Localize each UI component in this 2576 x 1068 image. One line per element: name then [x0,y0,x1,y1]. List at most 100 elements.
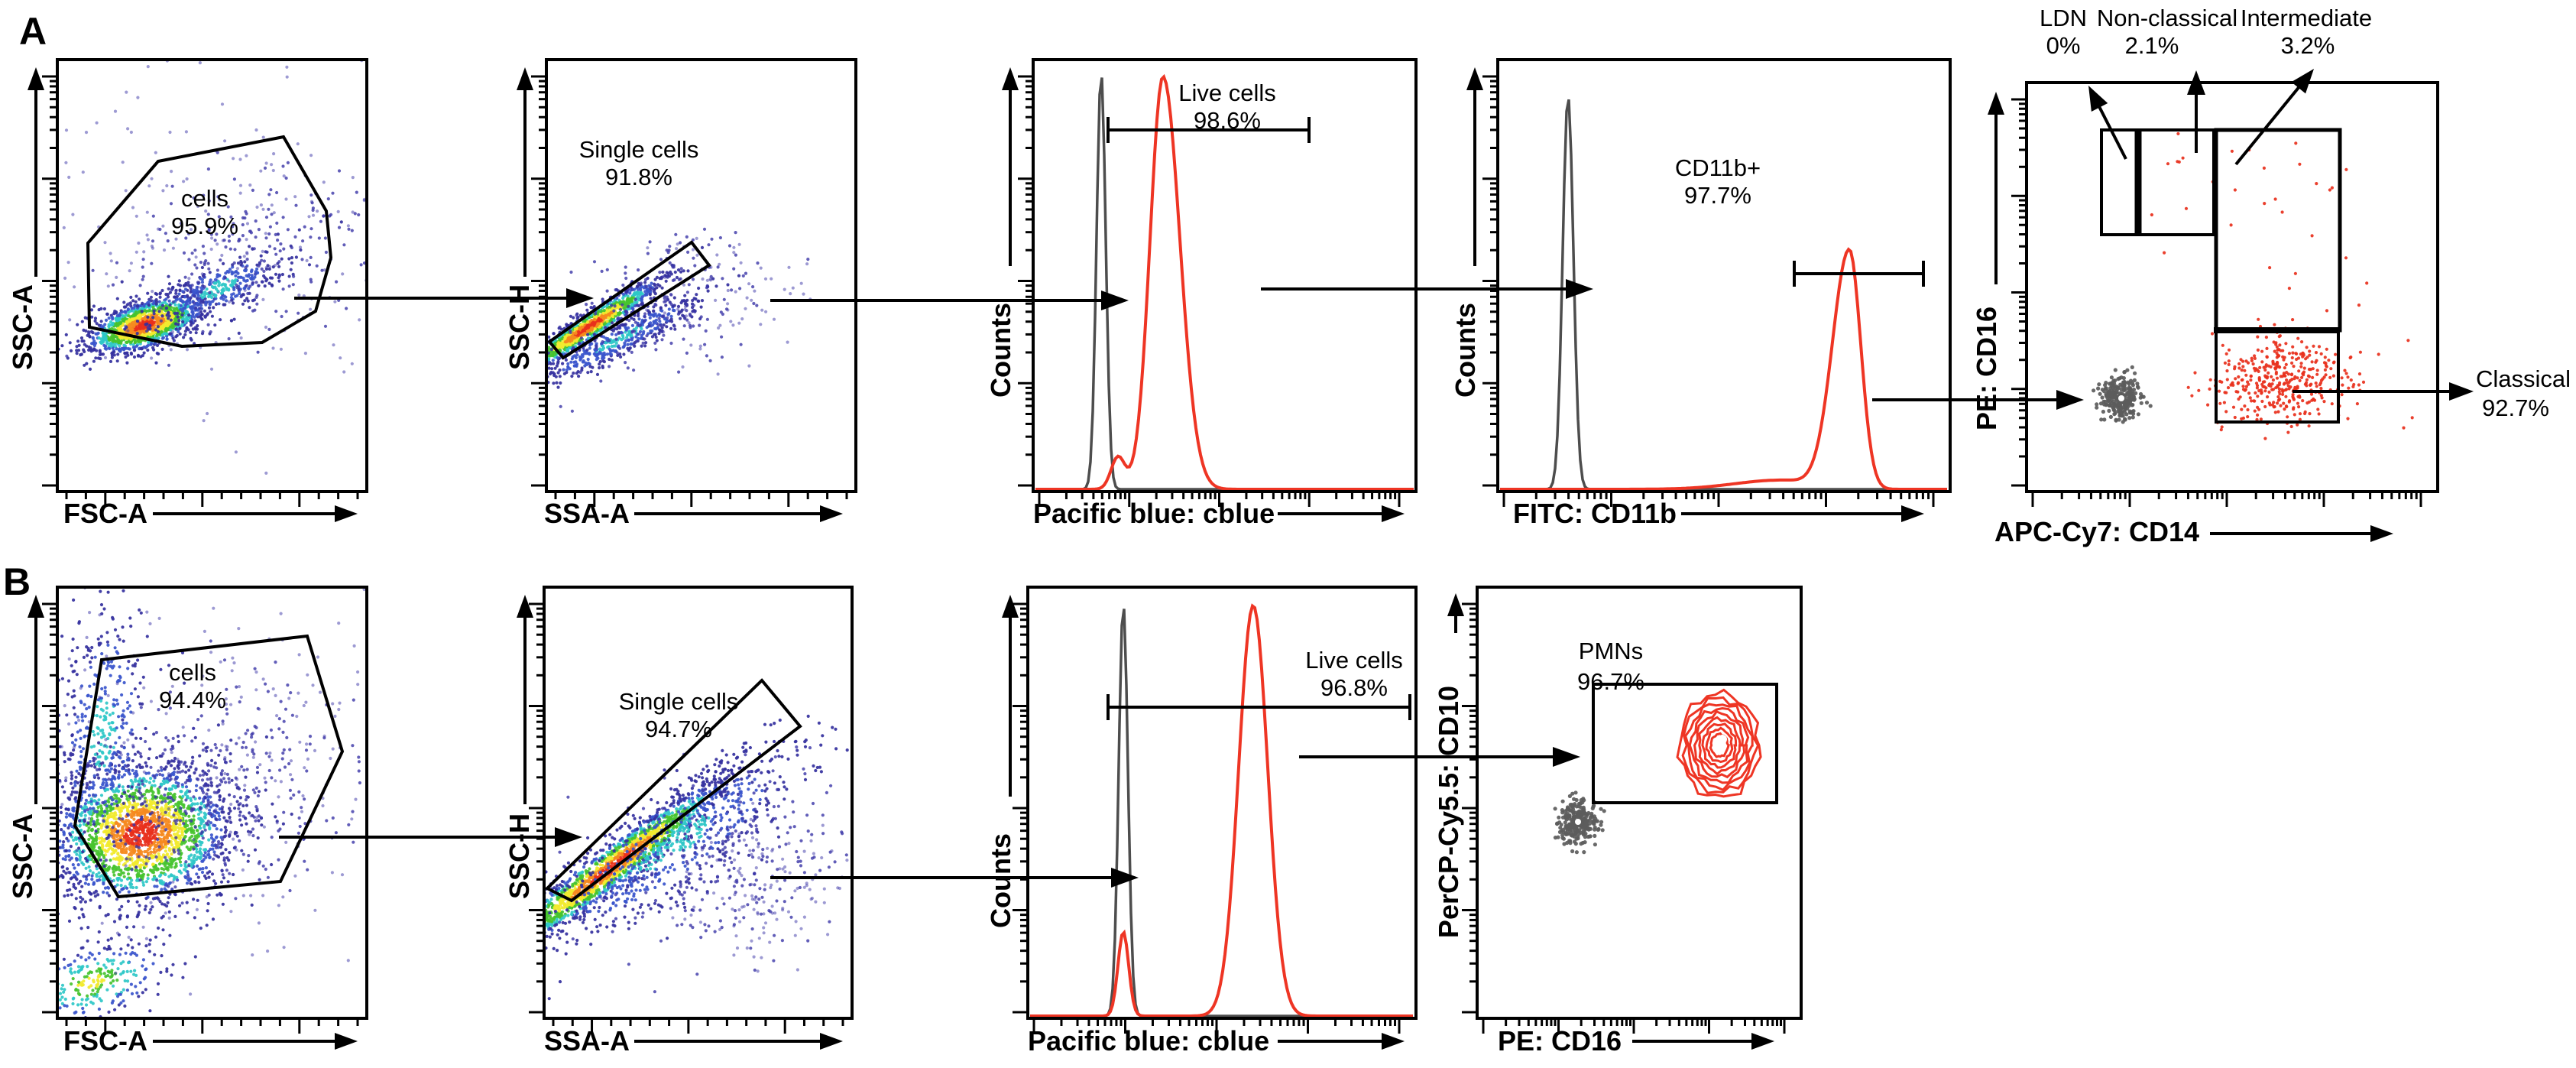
a5-y-axis-label: PE: CD16 [1971,307,2002,430]
contour-population [1676,688,1762,798]
density-scatter [2186,318,2366,434]
range-gate-bracket [1107,117,1311,143]
axis-arrows [1447,593,1774,1050]
a5-classical-percentage: 92.7% [2482,394,2549,421]
a1-y-axis-label: SSC-A [7,284,38,370]
b3-gate-percentage: 96.8% [1320,674,1388,701]
plot-a3-viability-histogram [1002,58,1418,522]
gate-polygon [547,240,711,360]
gray-histogram-curve [1035,77,1414,490]
a5-intermediate-label: Intermediate [2241,5,2372,31]
plot-frame [56,58,368,493]
axis-arrows [517,67,843,522]
plot-a4-cd11b-histogram [1466,58,1952,522]
b1-y-axis-label: SSC-A [7,813,38,899]
gate-polygon [544,678,802,903]
axis-arrows [1466,67,1924,522]
b2-y-axis-label: SSC-H [504,813,535,899]
panel-b-label: B [3,560,31,603]
b2-gate-percentage: 94.7% [645,716,712,742]
a1-x-axis-label: FSC-A [63,498,147,529]
a4-gate-percentage: 97.7% [1684,182,1751,209]
plot-b3-viability-histogram [1002,586,1418,1050]
range-gate-bracket [1793,261,1925,287]
plot-a2-singlets [517,58,857,522]
b3-y-axis-label: Counts [985,833,1016,928]
a3-gate-name: Live cells [1178,80,1276,106]
b1-gate-percentage: 94.4% [159,687,226,713]
density-scatter [1553,790,1606,855]
density-scatter [630,236,812,376]
plot-frame [56,586,368,1020]
density-scatter [59,589,365,996]
a2-gate-name: Single cells [579,136,699,163]
population-annotation-arrows [2088,69,2474,401]
b4-x-axis-label: PE: CD16 [1498,1025,1622,1057]
a2-gate-percentage: 91.8% [605,164,672,190]
a5-nonclassical-label: Non-classical [2097,5,2237,31]
a2-y-axis-label: SSC-H [504,284,535,370]
plot-b1-fsc-ssc [28,586,368,1050]
a3-x-axis-label: Pacific blue: cblue [1033,498,1275,529]
a5-x-axis-label: APC-Cy7: CD14 [1994,516,2199,547]
density-scatter [62,61,365,476]
a5-ldn-percentage: 0% [2046,32,2081,59]
gate-polygon [86,135,333,349]
a3-gate-percentage: 98.6% [1194,107,1261,134]
plot-a5-monocyte-subsets [1988,69,2474,542]
plot-frame [1496,58,1952,493]
b2-x-axis-label: SSA-A [544,1025,630,1057]
red-histogram-curve [1500,247,1947,490]
a1-gate-percentage: 95.9% [171,213,238,239]
red-histogram-curve [1035,73,1414,490]
a1-gate-name: cells [181,185,228,212]
density-scatter [2346,304,2410,420]
density-scatter [59,926,197,1017]
gray-histogram-curve [1500,99,1947,490]
axis-arrows [517,595,843,1050]
gate-polygon [73,634,345,899]
b4-y-axis-label: PerCP-Cy5.5: CD10 [1433,686,1464,938]
axis-arrows [28,67,358,522]
b3-x-axis-label: Pacific blue: cblue [1028,1025,1269,1057]
a5-classical-label: Classical [2476,365,2571,392]
density-scatter [2211,141,2369,321]
b4-gate-name: PMNs [1579,638,1643,664]
a5-intermediate-percentage: 3.2% [2281,32,2335,59]
plot-frame [2025,81,2439,493]
axis-arrows [1988,92,2393,542]
b1-gate-name: cells [169,659,216,686]
b3-gate-name: Live cells [1305,647,1403,674]
gating-flow-arrows [279,279,2084,888]
plot-frame [1476,586,1803,1020]
a4-gate-name: CD11b+ [1675,154,1761,181]
b2-gate-name: Single cells [619,688,739,715]
plot-a1-fsc-ssc [28,58,368,522]
plot-frame [1032,58,1418,493]
a2-x-axis-label: SSA-A [544,498,630,529]
plot-b2-singlets [517,586,854,1050]
density-scatter [558,745,848,994]
axis-arrows [28,595,358,1050]
b1-x-axis-label: FSC-A [63,1025,147,1057]
density-scatter [2259,403,2414,440]
plot-frame [1026,586,1418,1020]
b4-gate-percentage: 96.7% [1577,668,1644,695]
a4-y-axis-label: Counts [1450,303,1481,398]
axis-arrows [1002,595,1405,1050]
plot-frame [543,586,854,1020]
density-scatter [63,639,361,905]
a5-ldn-label: LDN [2040,5,2087,31]
plot-b4-pmn-gate [1447,586,1803,1050]
density-scatter [2092,365,2153,424]
panel-a-label: A [19,10,47,53]
gate-rect [1592,683,1778,804]
a4-x-axis-label: FITC: CD11b [1513,498,1677,529]
range-gate-bracket [1107,694,1411,720]
red-histogram-curve [1030,603,1413,1017]
a5-nonclassical-percentage: 2.1% [2125,32,2179,59]
axis-arrows [1002,67,1405,522]
density-scatter [600,770,849,973]
